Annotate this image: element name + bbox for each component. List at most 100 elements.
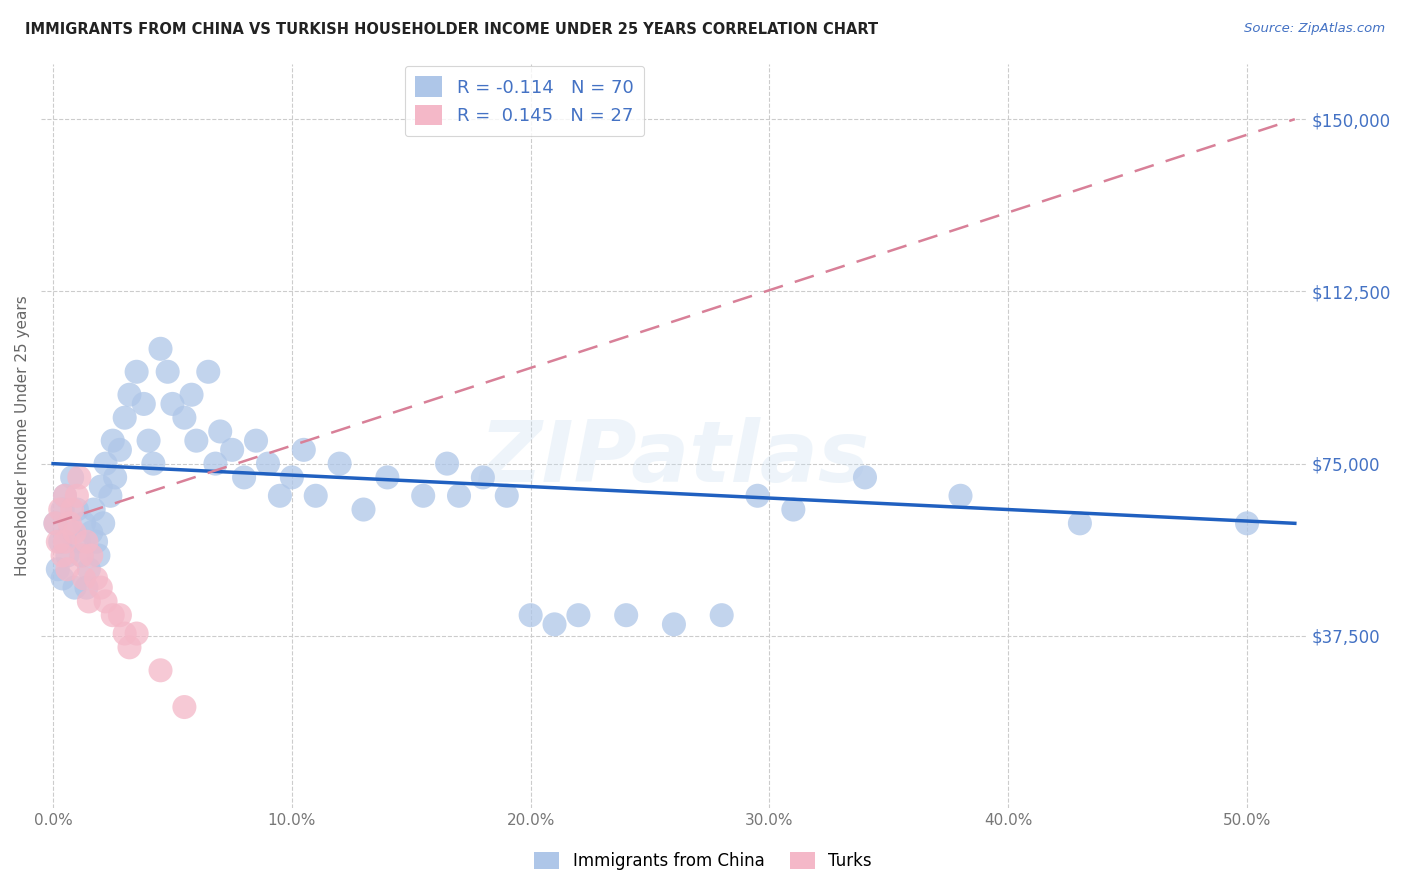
Point <box>66 489 89 503</box>
Point <box>108 608 131 623</box>
Point <box>101 434 124 448</box>
Point <box>63 581 86 595</box>
Point <box>77 562 100 576</box>
Point <box>209 425 232 439</box>
Point <box>118 640 141 655</box>
Point <box>44 516 66 531</box>
Point <box>162 397 184 411</box>
Point <box>90 581 112 595</box>
Point <box>412 489 434 503</box>
Point <box>59 516 82 531</box>
Point <box>292 442 315 457</box>
Point <box>1236 516 1258 531</box>
Point <box>329 457 352 471</box>
Point <box>83 502 105 516</box>
Point <box>104 470 127 484</box>
Point <box>257 457 280 471</box>
Point <box>98 489 121 503</box>
Point <box>70 549 93 563</box>
Point <box>80 525 103 540</box>
Point <box>80 549 103 563</box>
Point <box>662 617 685 632</box>
Point <box>471 470 494 484</box>
Point <box>353 502 375 516</box>
Point <box>46 562 69 576</box>
Point <box>125 626 148 640</box>
Point <box>377 470 399 484</box>
Point <box>63 525 86 540</box>
Point <box>118 388 141 402</box>
Point <box>281 470 304 484</box>
Point <box>76 534 98 549</box>
Point <box>1069 516 1091 531</box>
Point <box>132 397 155 411</box>
Point <box>73 516 96 531</box>
Point <box>567 608 589 623</box>
Point <box>949 489 972 503</box>
Point <box>56 562 79 576</box>
Point <box>142 457 165 471</box>
Point <box>245 434 267 448</box>
Point <box>173 410 195 425</box>
Point <box>447 489 470 503</box>
Point <box>495 489 517 503</box>
Point <box>59 525 82 540</box>
Point <box>114 626 136 640</box>
Point <box>90 480 112 494</box>
Point <box>52 502 75 516</box>
Point <box>204 457 226 471</box>
Point <box>114 410 136 425</box>
Point <box>56 549 79 563</box>
Point <box>149 342 172 356</box>
Point <box>782 502 804 516</box>
Point <box>94 594 117 608</box>
Point <box>710 608 733 623</box>
Point <box>49 534 72 549</box>
Point <box>108 442 131 457</box>
Point <box>305 489 328 503</box>
Point <box>87 549 110 563</box>
Point <box>543 617 565 632</box>
Point <box>101 608 124 623</box>
Point <box>221 442 243 457</box>
Point <box>67 470 90 484</box>
Point <box>138 434 160 448</box>
Point <box>84 534 107 549</box>
Text: IMMIGRANTS FROM CHINA VS TURKISH HOUSEHOLDER INCOME UNDER 25 YEARS CORRELATION C: IMMIGRANTS FROM CHINA VS TURKISH HOUSEHO… <box>25 22 879 37</box>
Point <box>49 502 72 516</box>
Point <box>180 388 202 402</box>
Point <box>149 663 172 677</box>
Point <box>84 571 107 585</box>
Point <box>173 700 195 714</box>
Point <box>53 534 76 549</box>
Point <box>66 502 89 516</box>
Point <box>52 571 75 585</box>
Point <box>233 470 256 484</box>
Point <box>94 457 117 471</box>
Point <box>519 608 541 623</box>
Point <box>60 470 83 484</box>
Point <box>197 365 219 379</box>
Legend: Immigrants from China, Turks: Immigrants from China, Turks <box>527 845 879 877</box>
Point <box>853 470 876 484</box>
Point <box>747 489 769 503</box>
Point <box>91 516 114 531</box>
Point <box>46 534 69 549</box>
Point <box>60 502 83 516</box>
Point <box>76 581 98 595</box>
Point <box>77 594 100 608</box>
Y-axis label: Householder Income Under 25 years: Householder Income Under 25 years <box>15 295 30 576</box>
Point <box>73 571 96 585</box>
Point <box>44 516 66 531</box>
Legend: R = -0.114   N = 70, R =  0.145   N = 27: R = -0.114 N = 70, R = 0.145 N = 27 <box>405 66 644 136</box>
Text: Source: ZipAtlas.com: Source: ZipAtlas.com <box>1244 22 1385 36</box>
Point <box>436 457 458 471</box>
Text: ZIPatlas: ZIPatlas <box>479 417 869 500</box>
Point <box>125 365 148 379</box>
Point <box>269 489 291 503</box>
Point <box>70 549 93 563</box>
Point <box>156 365 179 379</box>
Point <box>53 489 76 503</box>
Point <box>53 489 76 503</box>
Point <box>614 608 637 623</box>
